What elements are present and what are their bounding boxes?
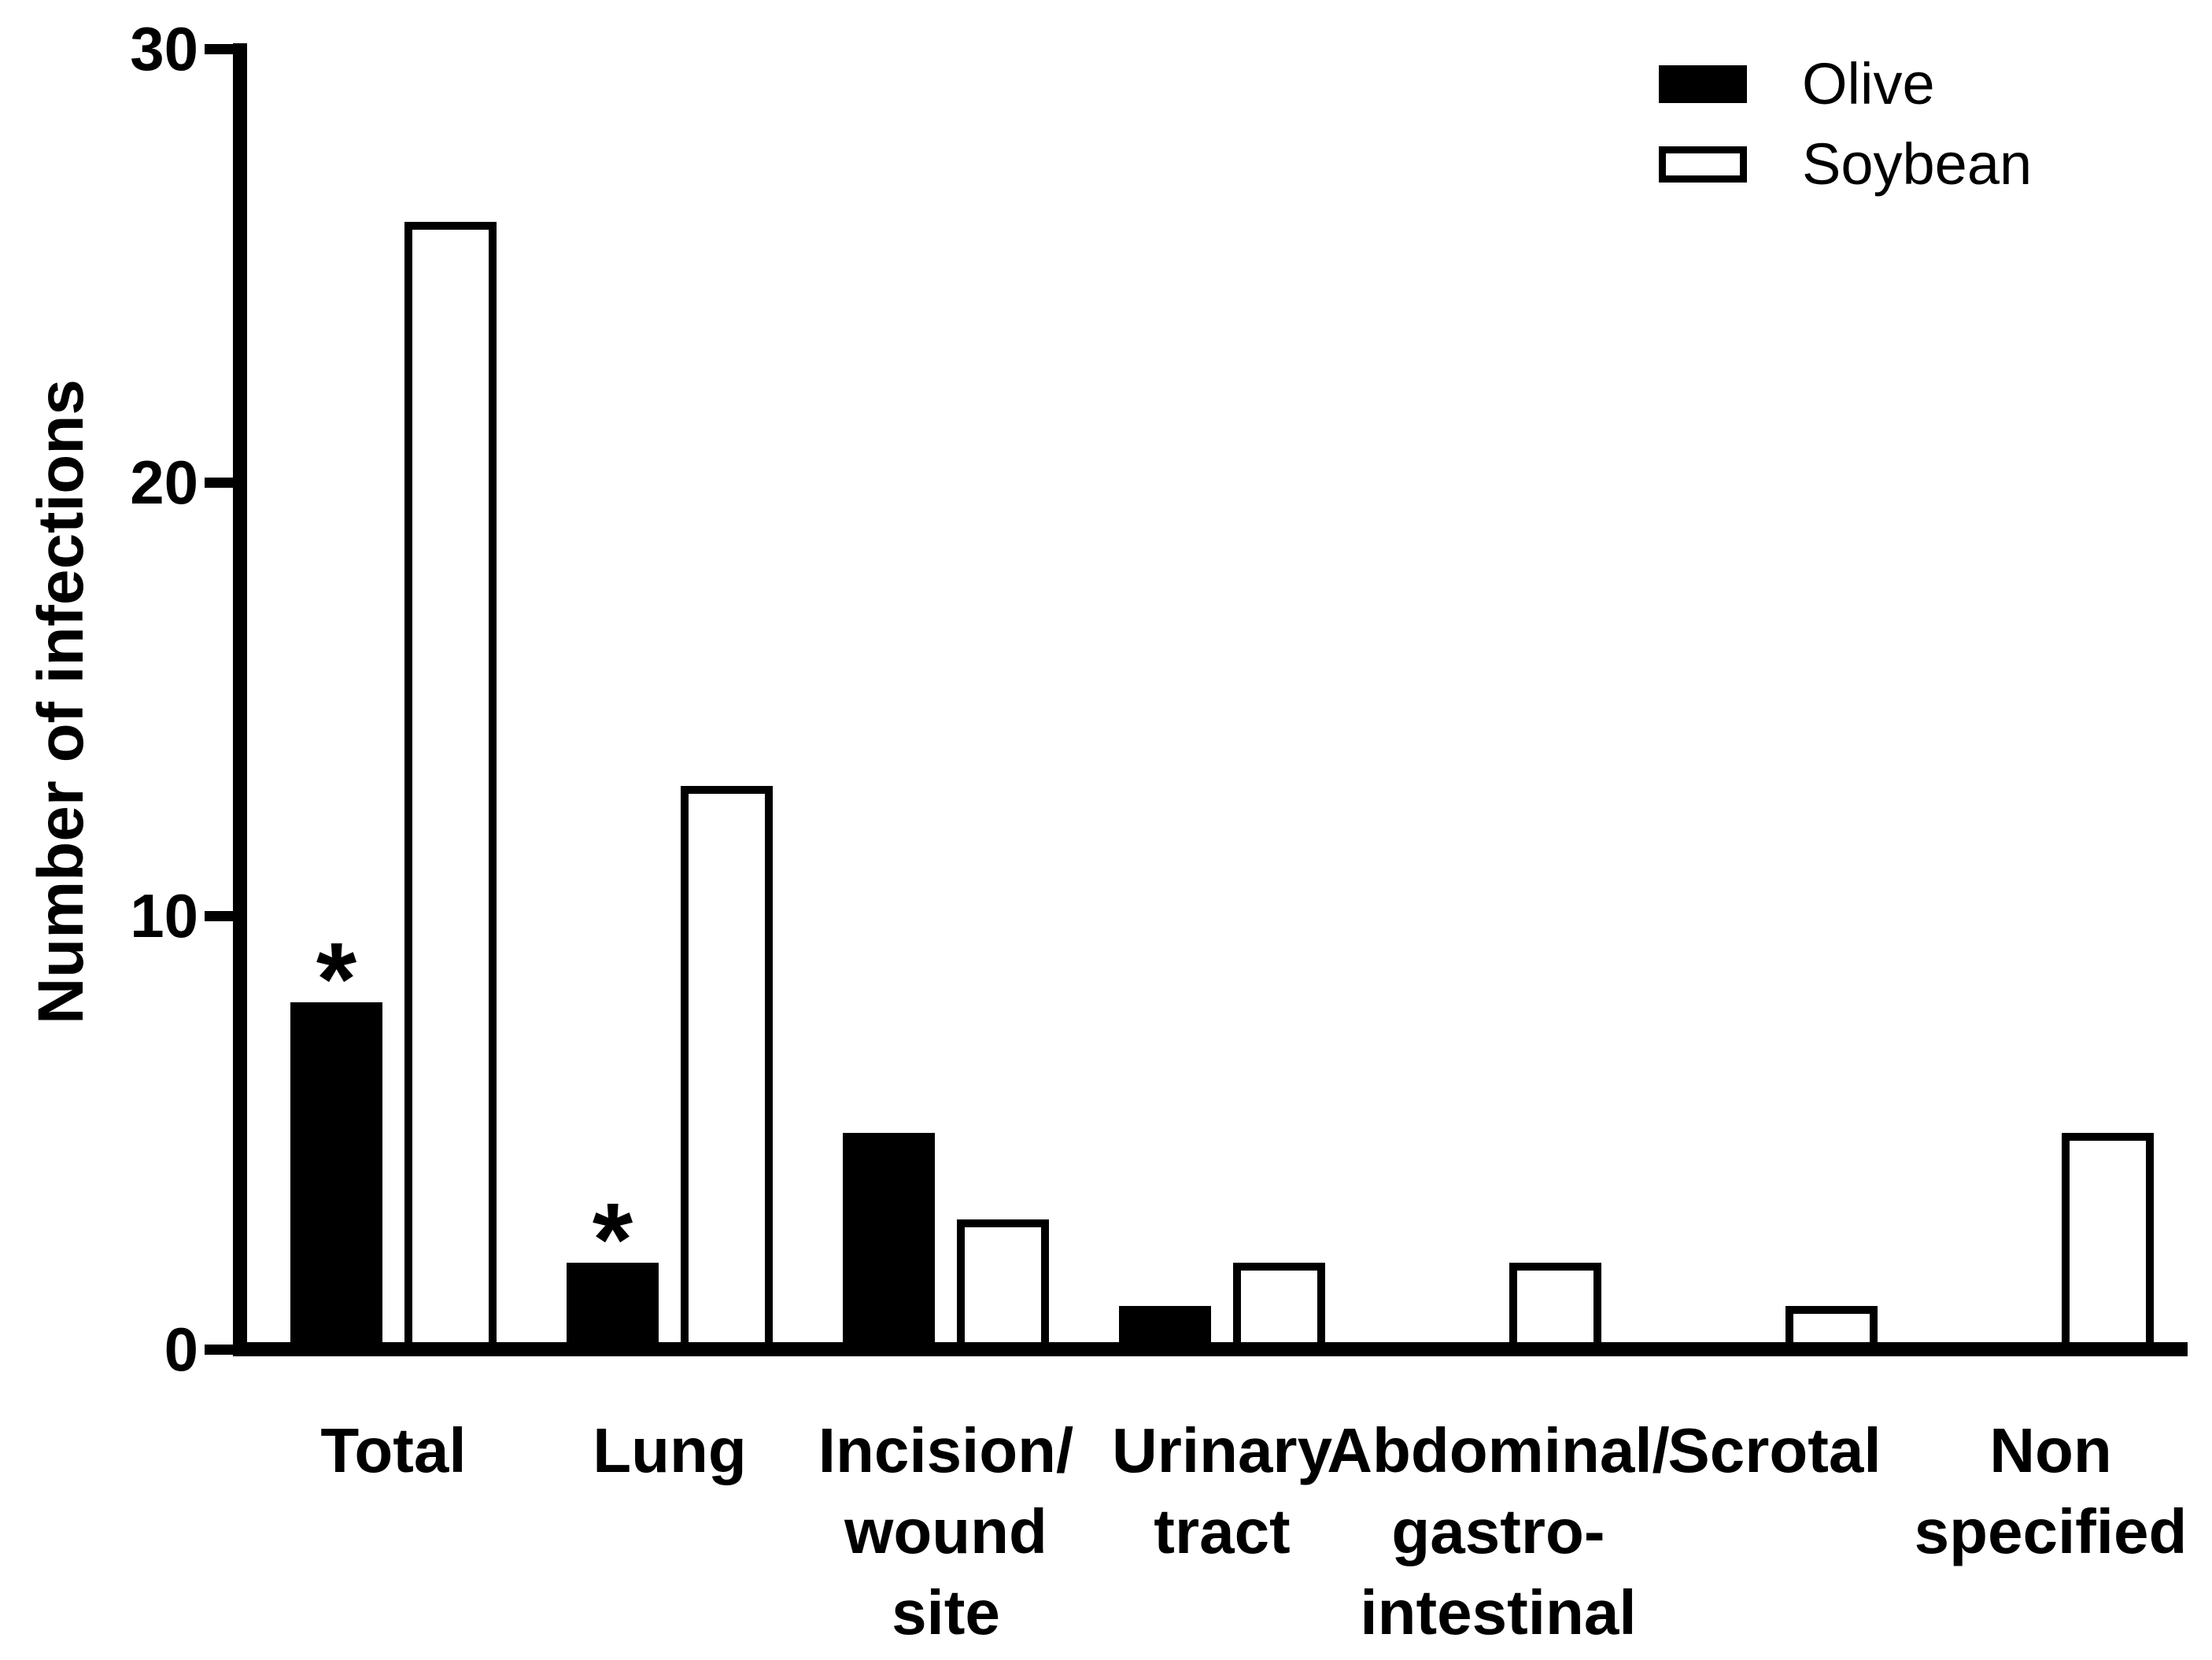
legend-item-olive: Olive xyxy=(1659,44,2032,124)
x-category-label: Urinary tract xyxy=(1111,1415,1333,1566)
y-tick-label: 10 xyxy=(130,881,198,950)
bar-olive-1 xyxy=(567,1262,659,1342)
bar-olive-3 xyxy=(1119,1305,1211,1342)
soybean-swatch-icon xyxy=(1659,146,1747,183)
bar-soybean-0 xyxy=(404,222,497,1342)
x-category-label: Lung xyxy=(593,1415,747,1485)
bar-olive-0 xyxy=(290,1002,382,1342)
x-category-label: Incision/ wound site xyxy=(818,1415,1074,1647)
y-tick-mark xyxy=(205,910,233,921)
bar-soybean-4 xyxy=(1509,1262,1601,1342)
bar-soybean-6 xyxy=(2062,1132,2154,1342)
y-tick-mark xyxy=(205,1344,233,1355)
bar-soybean-5 xyxy=(1785,1305,1878,1342)
x-category-label: Total xyxy=(320,1415,467,1485)
x-category-label: Non specified xyxy=(1914,1415,2188,1566)
x-category-label: Scrotal xyxy=(1667,1415,1881,1485)
y-axis-line xyxy=(233,43,247,1356)
y-tick-mark xyxy=(205,477,233,488)
y-tick-label: 30 xyxy=(130,14,198,83)
y-tick-label: 0 xyxy=(164,1315,198,1384)
significance-asterisk: * xyxy=(316,921,357,1038)
x-axis-line xyxy=(233,1342,2188,1356)
legend-label-olive: Olive xyxy=(1802,51,1935,116)
bar-soybean-2 xyxy=(957,1219,1049,1342)
legend-label-soybean: Soybean xyxy=(1802,131,2033,197)
bar-soybean-3 xyxy=(1233,1262,1325,1342)
significance-asterisk: * xyxy=(592,1181,633,1297)
bar-olive-2 xyxy=(843,1132,935,1342)
bar-soybean-1 xyxy=(681,785,773,1342)
y-tick-label: 20 xyxy=(130,448,198,517)
x-category-label: Abdominal/ gastro- intestinal xyxy=(1327,1415,1670,1647)
legend: Olive Soybean xyxy=(1659,44,2032,205)
olive-swatch-icon xyxy=(1659,65,1747,103)
y-tick-mark xyxy=(205,43,233,54)
legend-item-soybean: Soybean xyxy=(1659,124,2032,205)
